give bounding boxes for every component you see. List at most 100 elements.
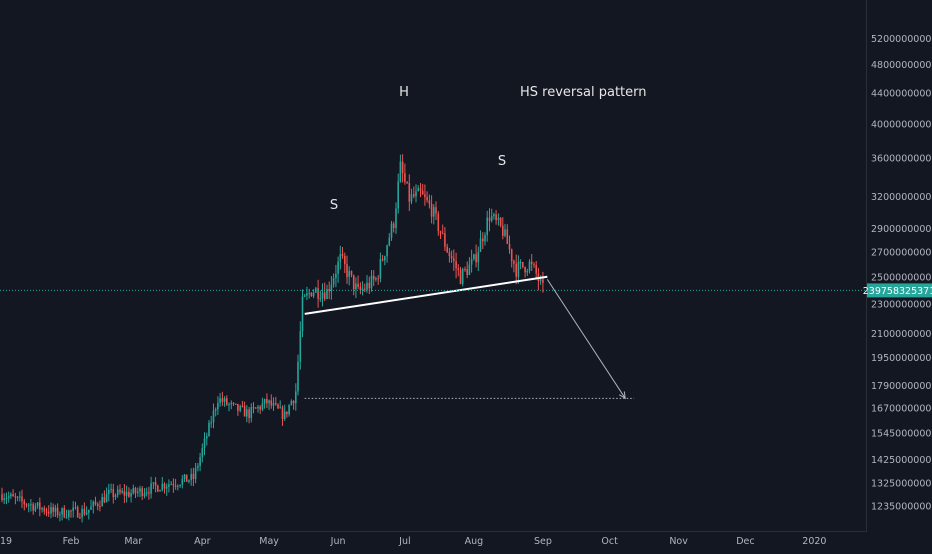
- price-tick-label: 132500000000: [871, 479, 932, 490]
- candle-body: [460, 270, 462, 284]
- candle-body: [117, 490, 119, 496]
- candle-body: [208, 423, 210, 437]
- candle-body: [24, 501, 26, 504]
- candle-body: [522, 262, 524, 267]
- candle-body: [41, 508, 43, 509]
- candle-body: [353, 275, 355, 289]
- candle-body: [426, 197, 428, 200]
- candle-body: [431, 204, 433, 217]
- candle-body: [166, 487, 168, 489]
- candle-body: [453, 258, 455, 261]
- candle-body: [389, 238, 391, 246]
- price-tick-label: 167000000000: [871, 403, 932, 414]
- candle-body: [337, 262, 339, 274]
- candle-body: [8, 496, 10, 498]
- time-tick-label: 19: [0, 536, 12, 547]
- candle-body: [110, 489, 112, 490]
- candle-body: [404, 173, 406, 182]
- candle-body: [164, 484, 166, 489]
- price-tick-label: 320000000000: [871, 192, 932, 203]
- candle-body: [130, 493, 132, 497]
- price-tick-label: 480000000000: [871, 60, 932, 71]
- candle-body: [206, 436, 208, 438]
- candle-body: [175, 486, 177, 487]
- candle-body: [271, 400, 273, 405]
- candle-body: [507, 229, 509, 244]
- candle-body: [93, 502, 95, 507]
- candle-body: [204, 439, 206, 449]
- time-tick-label: Apr: [194, 536, 211, 547]
- candle-body: [317, 288, 319, 299]
- candle-body: [268, 400, 270, 403]
- candle-body: [255, 408, 257, 409]
- candle-body: [146, 492, 148, 493]
- candle-body: [148, 492, 150, 493]
- time-tick-label: Nov: [669, 536, 688, 547]
- candle-body: [64, 508, 66, 517]
- candle-body: [246, 409, 248, 416]
- candle-body: [213, 411, 215, 423]
- time-tick-label: Aug: [465, 536, 484, 547]
- price-tick-label: 123500000000: [871, 502, 932, 513]
- candle-body: [297, 362, 299, 392]
- candle-body: [373, 276, 375, 280]
- time-tick-label: Sep: [534, 536, 552, 547]
- candle-body: [366, 283, 368, 290]
- candle-body: [231, 403, 233, 404]
- candle-body: [199, 457, 201, 466]
- candle-body: [422, 191, 424, 195]
- candle-body: [502, 226, 504, 236]
- time-tick-label: Dec: [736, 536, 754, 547]
- candle-body: [202, 448, 204, 457]
- candle-body: [535, 265, 537, 273]
- candle-body: [340, 254, 342, 262]
- candle-body: [346, 264, 348, 277]
- candle-body: [533, 264, 535, 265]
- price-tick-label: 360000000000: [871, 154, 932, 165]
- candle-body: [182, 479, 184, 485]
- candle-body: [411, 194, 413, 201]
- candle-body: [449, 252, 451, 256]
- candle-body: [520, 262, 522, 263]
- candle-body: [162, 484, 164, 490]
- candle-body: [50, 507, 52, 513]
- candle-body: [21, 496, 23, 501]
- candle-body: [377, 278, 379, 279]
- candle-body: [493, 214, 495, 216]
- candle-body: [380, 259, 382, 278]
- candle-body: [369, 283, 371, 289]
- candle-body: [239, 406, 241, 411]
- candle-body: [113, 489, 115, 497]
- candle-body: [101, 497, 103, 506]
- candle-body: [308, 293, 310, 294]
- candle-body: [233, 403, 235, 404]
- candle-body: [424, 194, 426, 197]
- candle-body: [104, 497, 106, 502]
- candle-body: [262, 404, 264, 410]
- candle-body: [442, 233, 444, 234]
- candle-body: [491, 216, 493, 221]
- candle-body: [44, 508, 46, 511]
- time-tick-label: Feb: [63, 536, 80, 547]
- candle-body: [77, 507, 79, 517]
- candle-body: [420, 188, 422, 191]
- candle-body: [351, 271, 353, 275]
- right-shoulder-label: S: [498, 154, 506, 169]
- candle-body: [244, 406, 246, 416]
- candle-body: [293, 401, 295, 403]
- candle-body: [28, 505, 30, 506]
- candle-body: [52, 507, 54, 512]
- candle-body: [170, 484, 172, 485]
- candle-body: [81, 509, 83, 518]
- candle-body: [70, 511, 72, 512]
- candle-body: [320, 298, 322, 299]
- candle-body: [66, 517, 68, 518]
- candle-body: [475, 254, 477, 262]
- pattern-title: HS reversal pattern: [520, 85, 647, 100]
- candle-body: [139, 488, 141, 491]
- candle-body: [395, 209, 397, 228]
- candle-body: [237, 404, 239, 411]
- candle-body: [466, 269, 468, 275]
